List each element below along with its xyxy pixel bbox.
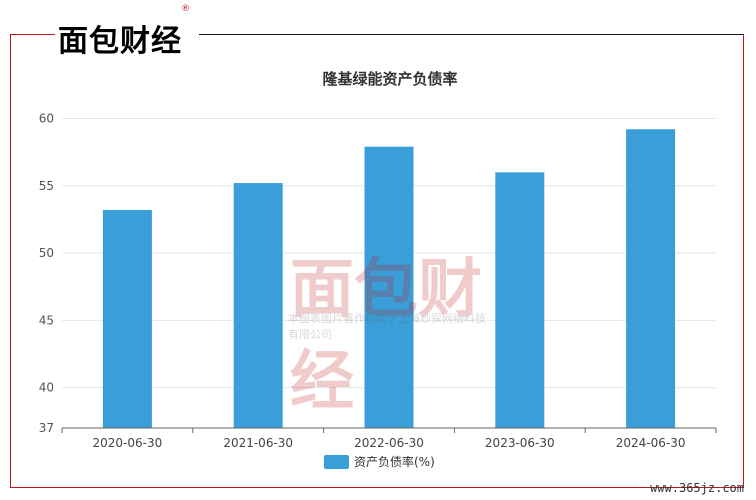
- chart-title: 隆基绿能资产负债率: [322, 70, 457, 88]
- x-tick-label: 2024-06-30: [616, 436, 686, 450]
- chart-frame: [10, 34, 744, 488]
- y-tick-label: 50: [39, 246, 54, 260]
- x-axis: 2020-06-30 2021-06-30 2022-06-30 2023-06-30…: [61, 427, 717, 450]
- legend-swatch: [324, 455, 349, 469]
- bar[interactable]: [102, 209, 152, 428]
- y-tick-label: 37: [39, 421, 54, 435]
- brand-logo-text: 面包财经: [58, 24, 182, 59]
- bar[interactable]: [626, 129, 676, 428]
- x-tick-label: 2021-06-30: [223, 436, 293, 450]
- bar[interactable]: [495, 172, 545, 428]
- bars: [102, 129, 676, 429]
- y-tick-label: 55: [39, 179, 54, 193]
- y-axis-ticks: 37 40 45 50 55 60: [39, 111, 54, 435]
- registered-mark: ®: [181, 4, 190, 14]
- x-tick-label: 2022-06-30: [354, 436, 424, 450]
- y-tick-label: 60: [39, 111, 54, 125]
- x-tick-label: 2020-06-30: [93, 436, 163, 450]
- site-url: www.365jz.com: [650, 481, 744, 495]
- brand-logo: 面包财经 ®: [58, 4, 196, 59]
- y-tick-label: 45: [39, 313, 54, 327]
- x-tick-label: 2023-06-30: [485, 436, 555, 450]
- header-rule-left: [10, 34, 55, 35]
- bar[interactable]: [233, 183, 283, 428]
- y-tick-label: 40: [39, 381, 54, 395]
- legend[interactable]: 资产负债率(%): [324, 454, 435, 469]
- legend-label: 资产负债率(%): [354, 454, 435, 469]
- header-rule-right: [199, 34, 744, 35]
- bar[interactable]: [364, 146, 414, 429]
